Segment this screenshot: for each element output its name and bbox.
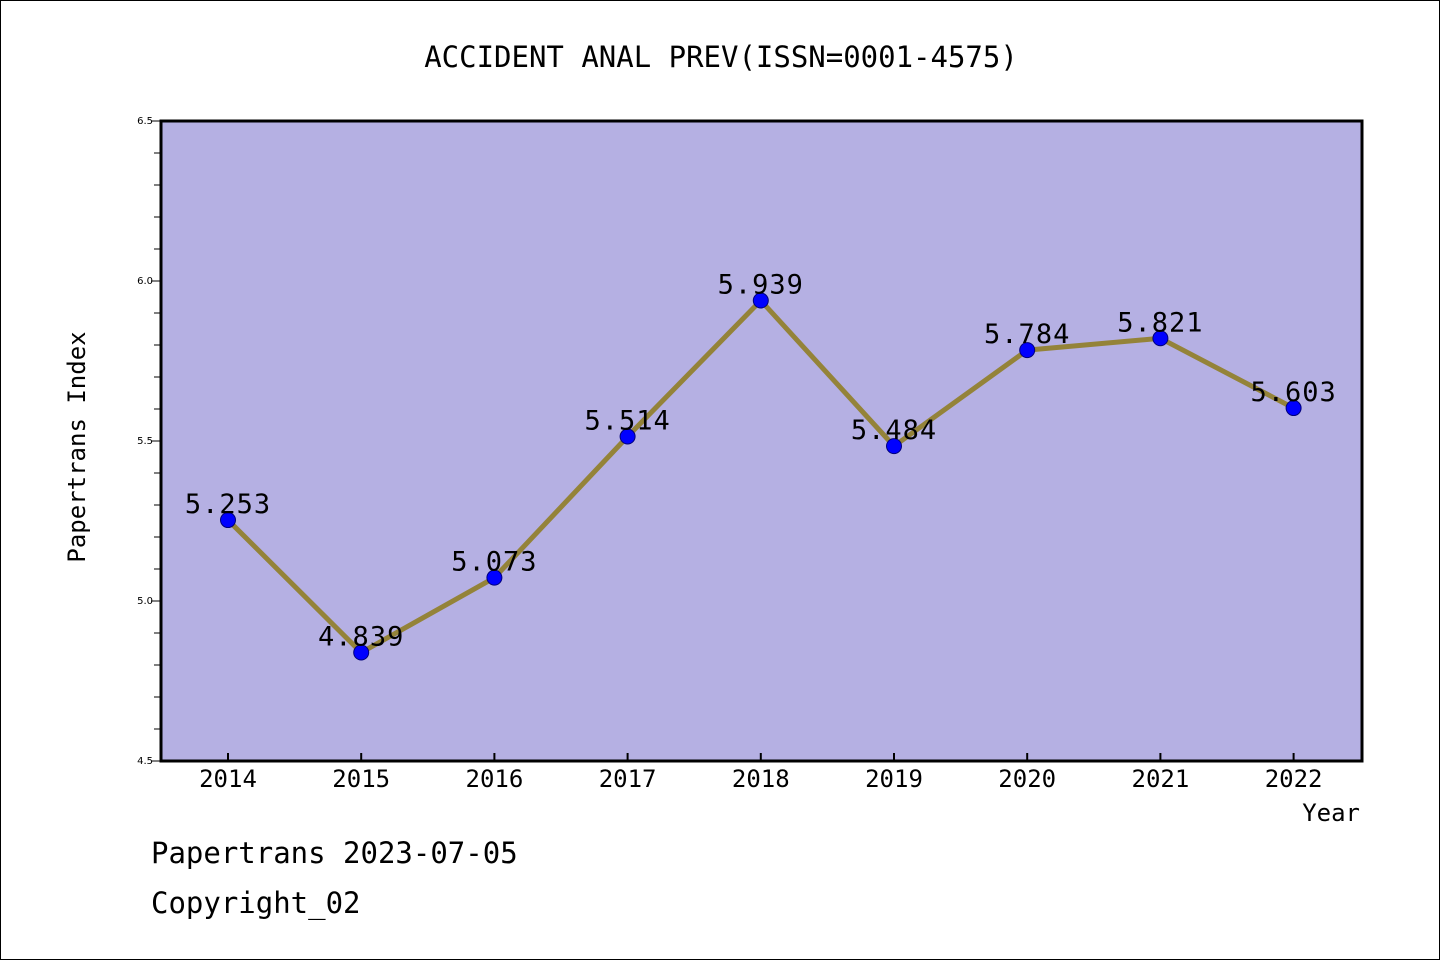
data-point [353, 644, 370, 661]
x-tick-label: 2022 [1265, 765, 1323, 793]
data-point [752, 292, 769, 309]
x-tick-label: 2016 [466, 765, 524, 793]
plot-border [159, 119, 1364, 763]
x-tick-label: 2014 [199, 765, 257, 793]
data-label: 5.484 [851, 415, 937, 446]
footer-copyright: Copyright_02 [151, 886, 361, 920]
y-axis-label: Papertrans Index [63, 331, 91, 562]
data-label: 5.253 [185, 489, 271, 520]
chart-title: ACCIDENT ANAL PREV(ISSN=0001-4575) [424, 40, 1018, 74]
data-point [1152, 330, 1169, 347]
plot-area [161, 121, 1362, 761]
data-point [619, 428, 636, 445]
footer-date: Papertrans 2023-07-05 [151, 836, 518, 870]
x-tick-label: 2015 [332, 765, 390, 793]
x-tick-label: 2021 [1132, 765, 1190, 793]
data-label: 5.603 [1250, 377, 1336, 408]
data-points [220, 292, 1302, 661]
data-point [220, 512, 236, 529]
y-tick-label: 4.5 [137, 756, 153, 767]
x-tick-label: 2019 [865, 765, 923, 793]
data-label: 5.784 [984, 319, 1070, 350]
data-label: 5.514 [584, 406, 670, 437]
data-point [1019, 342, 1036, 359]
data-label: 4.839 [318, 622, 404, 653]
y-tick-label: 6.0 [137, 276, 153, 287]
x-axis-ticks: 2014 2015 2016 2017 2018 2019 2020 2021 2022 [199, 753, 1322, 793]
data-point [486, 569, 503, 586]
x-tick-label: 2018 [732, 765, 790, 793]
data-point [886, 438, 902, 455]
data-label: 5.821 [1117, 307, 1203, 338]
data-label: 5.073 [451, 547, 537, 578]
x-tick-label: 2017 [599, 765, 657, 793]
data-label: 5.939 [718, 270, 804, 301]
y-tick-label: 6.5 [137, 116, 153, 127]
y-axis-ticks: 4.5 5.0 5.5 6.0 6.5 [137, 116, 161, 767]
data-labels: 5.253 4.839 5.073 5.514 5.939 5.484 5.784 5.821… [185, 270, 1336, 653]
x-tick-label: 2020 [998, 765, 1056, 793]
data-point [1285, 400, 1302, 417]
x-axis-label: Year [1302, 799, 1360, 827]
y-tick-label: 5.0 [137, 596, 153, 607]
y-tick-label: 5.5 [137, 436, 153, 447]
